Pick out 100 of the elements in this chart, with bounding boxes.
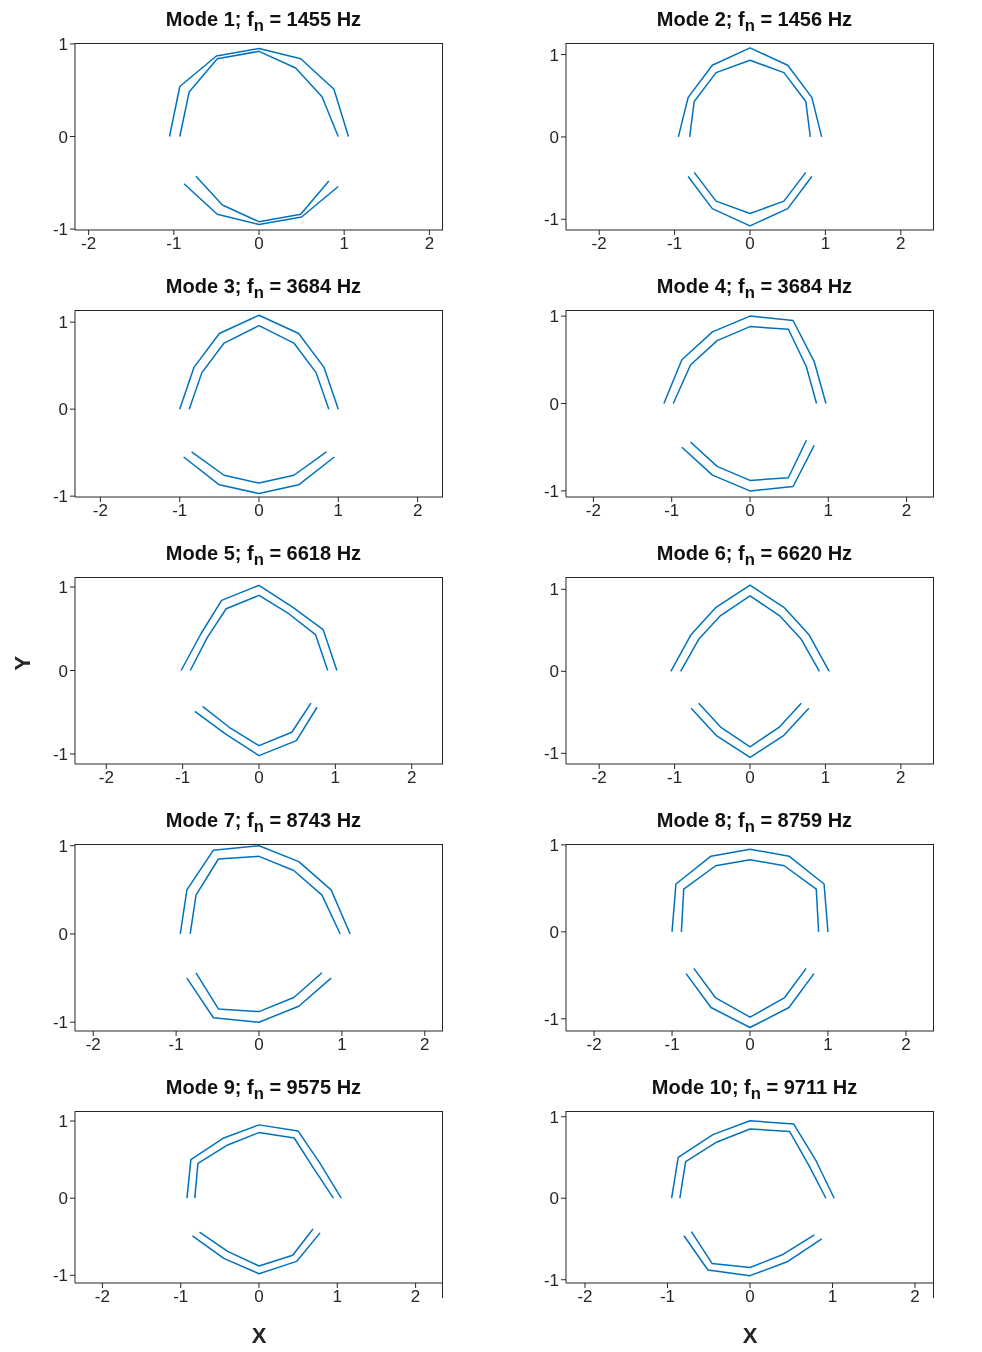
x-tick-label: -2 — [591, 234, 607, 254]
line-series — [191, 1232, 321, 1275]
y-tick-label: 1 — [58, 313, 68, 333]
chart-title: Mode 4; f$_{n}$ = 3684 Hz — [655, 275, 854, 304]
chart-title: Mode 8; f$_{n}$ = 8759 Hz — [656, 809, 853, 836]
line-series — [188, 324, 330, 410]
x-tick-label: 1 — [333, 501, 344, 521]
line-series — [672, 325, 818, 405]
line-series — [201, 702, 312, 747]
line-series — [680, 858, 820, 933]
x-tick-label: 2 — [424, 234, 435, 254]
y-tick-label: 0 — [549, 922, 559, 942]
x-tick-label: 0 — [254, 1035, 264, 1055]
x-axis-title: X — [251, 1323, 267, 1348]
y-tick-label: 0 — [58, 127, 68, 147]
y-tick-label: -1 — [543, 1009, 559, 1029]
x-tick-label: 1 — [823, 501, 834, 521]
y-tick-label: -1 — [543, 481, 559, 501]
line-series — [663, 315, 827, 405]
line-series — [186, 1124, 342, 1199]
x-tick-label: 2 — [896, 768, 906, 788]
line-series — [198, 1228, 314, 1267]
x-tick-label: -2 — [92, 501, 108, 521]
line-series — [670, 584, 830, 673]
y-tick-label: 1 — [58, 578, 68, 598]
y-tick-label: 1 — [549, 45, 559, 65]
y-tick-label: 1 — [549, 307, 559, 327]
line-series — [683, 1234, 823, 1277]
y-tick-label: 0 — [58, 400, 68, 420]
x-tick-label: -2 — [577, 1287, 593, 1307]
x-tick-label: 2 — [410, 1287, 421, 1307]
x-tick-label: -1 — [175, 768, 191, 788]
line-series — [189, 594, 329, 672]
line-series — [194, 1131, 335, 1199]
y-tick-label: 1 — [549, 835, 559, 855]
x-tick-label: 2 — [412, 501, 423, 521]
y-tick-label: -1 — [543, 1270, 559, 1290]
y-tick-label: 1 — [549, 1107, 559, 1127]
y-tick-label: -1 — [52, 1266, 68, 1286]
line-series — [189, 855, 341, 935]
x-tick-label: 1 — [330, 768, 341, 788]
x-tick-label: 1 — [820, 768, 831, 788]
chart-title: Mode 2; f$_{n}$ = 1456 Hz — [655, 8, 854, 37]
x-tick-label: 0 — [745, 768, 755, 788]
y-tick-label: -1 — [543, 744, 559, 764]
x-tick-label: 1 — [827, 1287, 838, 1307]
x-tick-label: -1 — [659, 1287, 676, 1307]
x-tick-label: 1 — [332, 1287, 343, 1307]
line-series — [677, 47, 823, 138]
x-tick-label: -2 — [591, 768, 607, 788]
x-tick-label: -1 — [172, 501, 188, 521]
line-series — [195, 972, 323, 1013]
chart-title: Mode 3; f$_{n}$ = 3684 Hz — [164, 275, 363, 304]
y-tick-label: -1 — [52, 487, 68, 507]
y-tick-label: 0 — [549, 394, 559, 414]
y-tick-label: 1 — [58, 1112, 68, 1132]
line-series — [689, 439, 808, 482]
y-tick-label: 0 — [58, 1189, 68, 1209]
y-tick-label: -1 — [543, 210, 559, 230]
chart-title: Mode 5; f$_{n}$ = 6618 Hz — [164, 542, 363, 571]
x-tick-label: 2 — [901, 1035, 911, 1055]
y-tick-label: 0 — [58, 925, 68, 945]
y-tick-label: -1 — [52, 745, 68, 765]
x-tick-label: -2 — [98, 768, 114, 788]
x-tick-label: 0 — [745, 234, 755, 254]
line-series — [178, 314, 340, 410]
y-tick-label: -1 — [52, 220, 68, 240]
x-tick-label: 0 — [254, 501, 264, 521]
x-tick-label: -2 — [94, 1287, 110, 1307]
y-tick-label: 0 — [549, 1189, 559, 1209]
x-tick-label: 1 — [337, 1035, 347, 1055]
line-series — [194, 706, 318, 757]
x-tick-label: 2 — [910, 1287, 920, 1307]
chart-title: Mode 7; f$_{n}$ = 8743 Hz — [165, 809, 362, 836]
line-series — [670, 1120, 835, 1199]
line-series — [688, 59, 812, 138]
chart-title: Mode 6; f$_{n}$ = 6620 Hz — [655, 542, 854, 571]
line-series — [679, 595, 821, 673]
x-tick-label: -2 — [586, 1035, 602, 1055]
x-tick-label: 0 — [254, 234, 264, 254]
x-tick-label: -1 — [166, 234, 182, 254]
x-tick-label: 0 — [745, 501, 755, 521]
y-axis-title: Y — [9, 655, 35, 671]
y-tick-label: -1 — [52, 1013, 68, 1033]
x-tick-label: -2 — [585, 501, 601, 521]
x-tick-label: 0 — [254, 1287, 264, 1307]
x-tick-label: 0 — [254, 768, 264, 788]
x-tick-label: 1 — [823, 1035, 833, 1055]
x-tick-label: -1 — [664, 501, 680, 521]
x-tick-label: 2 — [896, 234, 906, 254]
chart-title: Mode 10; f$_{n}$ = 9711 Hz — [650, 1076, 859, 1105]
y-tick-label: 0 — [549, 127, 559, 147]
chart-title: Mode 1; f$_{n}$ = 1455 Hz — [165, 8, 362, 35]
line-series — [690, 1230, 816, 1269]
chart-title: Mode 9; f$_{n}$ = 9575 Hz — [164, 1076, 363, 1105]
line-series — [679, 1128, 827, 1199]
x-tick-label: 2 — [420, 1035, 430, 1055]
y-tick-label: 1 — [549, 580, 559, 600]
x-tick-label: 2 — [406, 768, 417, 788]
x-tick-label: -1 — [667, 234, 683, 254]
